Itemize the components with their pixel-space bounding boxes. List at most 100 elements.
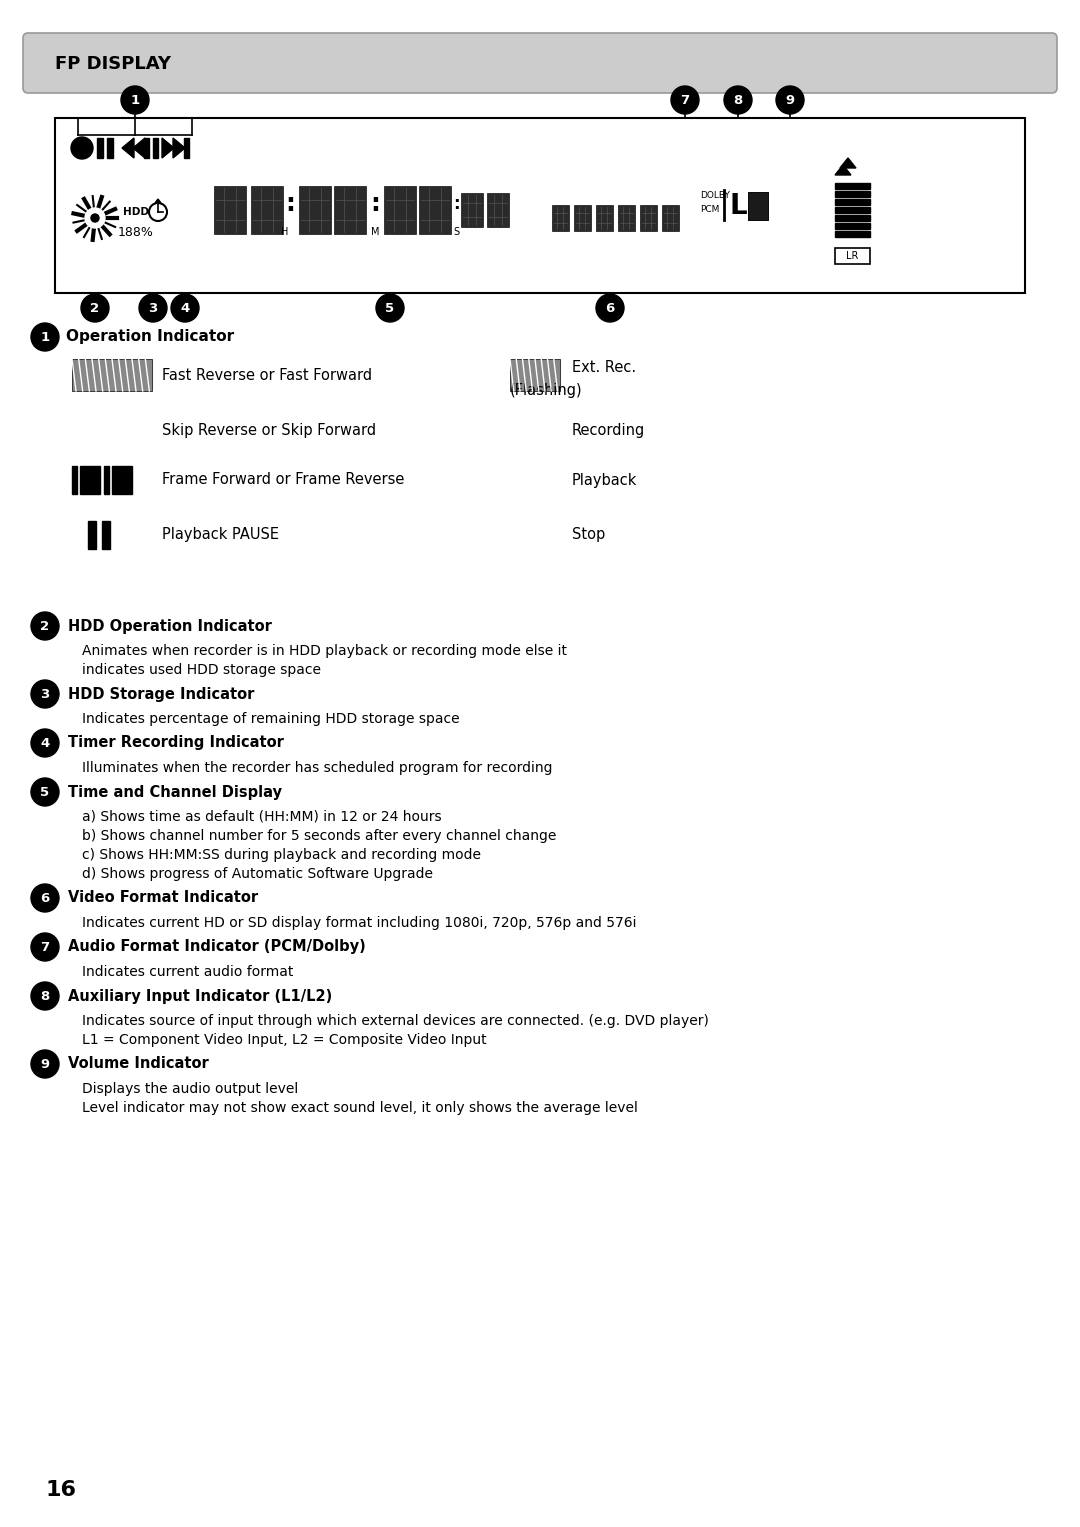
Text: Auxiliary Input Indicator (L1/L2): Auxiliary Input Indicator (L1/L2) [68,988,333,1003]
Text: 2: 2 [91,302,99,315]
Text: :: : [370,192,380,215]
Text: FP DISPLAY: FP DISPLAY [55,55,171,73]
Text: indicates used HDD storage space: indicates used HDD storage space [82,663,321,676]
Text: 5: 5 [40,786,50,799]
Text: L: L [730,192,747,220]
Bar [748,192,768,220]
Text: Playback PAUSE: Playback PAUSE [162,527,279,542]
Circle shape [139,295,167,322]
Bar [419,186,451,234]
Text: H: H [281,228,288,237]
Text: d) Shows progress of Automatic Software Upgrade: d) Shows progress of Automatic Software … [82,867,433,881]
Polygon shape [835,165,851,176]
Text: 8: 8 [40,989,50,1003]
Bar [72,359,152,391]
Text: LR: LR [846,250,859,261]
Bar [835,191,870,197]
Bar [835,199,870,205]
Text: Level indicator may not show exact sound level, it only shows the average level: Level indicator may not show exact sound… [82,1101,638,1115]
Polygon shape [122,137,134,157]
Text: L1 = Component Video Input, L2 = Composite Video Input: L1 = Component Video Input, L2 = Composi… [82,1032,487,1048]
Text: Operation Indicator: Operation Indicator [66,330,234,345]
Text: Fast Reverse or Fast Forward: Fast Reverse or Fast Forward [162,368,373,382]
Bar [573,205,591,231]
Text: 2: 2 [40,620,50,634]
Circle shape [85,208,105,228]
Text: 9: 9 [40,1058,50,1070]
Bar [835,208,870,212]
Text: Frame Forward or Frame Reverse: Frame Forward or Frame Reverse [162,472,404,487]
Text: Indicates source of input through which external devices are connected. (e.g. DV: Indicates source of input through which … [82,1014,708,1028]
Bar [72,466,77,495]
Bar [595,205,612,231]
Text: Timer Recording Indicator: Timer Recording Indicator [68,736,284,750]
Text: 5: 5 [386,302,394,315]
Text: :: : [453,195,459,212]
Circle shape [777,86,804,115]
Circle shape [31,777,59,806]
Bar [251,186,283,234]
Polygon shape [840,157,856,168]
Bar [487,192,509,228]
Text: Indicates current HD or SD display format including 1080i, 720p, 576p and 576i: Indicates current HD or SD display forma… [82,916,636,930]
Circle shape [31,933,59,960]
Polygon shape [162,137,174,157]
Bar [112,466,132,495]
Text: a) Shows time as default (HH:MM) in 12 or 24 hours: a) Shows time as default (HH:MM) in 12 o… [82,809,442,825]
Circle shape [31,612,59,640]
Bar [153,137,158,157]
Bar [835,215,870,221]
Bar [87,521,96,550]
Bar [97,137,103,157]
Bar [661,205,678,231]
Bar [461,192,483,228]
Text: 8: 8 [733,95,743,107]
Circle shape [596,295,624,322]
Circle shape [31,982,59,1009]
Text: M: M [370,228,379,237]
Text: b) Shows channel number for 5 seconds after every channel change: b) Shows channel number for 5 seconds af… [82,829,556,843]
Bar [214,186,246,234]
Text: 6: 6 [40,892,50,906]
Circle shape [121,86,149,115]
Bar [835,223,870,229]
Bar [102,521,110,550]
Text: 188%: 188% [118,226,153,238]
Circle shape [31,884,59,912]
Text: 7: 7 [680,95,689,107]
Text: Illuminates when the recorder has scheduled program for recording: Illuminates when the recorder has schedu… [82,760,553,776]
Circle shape [81,295,109,322]
Polygon shape [156,199,161,203]
Text: Indicates current audio format: Indicates current audio format [82,965,294,979]
Text: HDD: HDD [123,208,149,217]
Circle shape [171,295,199,322]
Bar [107,137,113,157]
Text: Recording: Recording [572,423,645,438]
Bar [144,137,149,157]
Bar [639,205,657,231]
Text: :: : [285,192,295,215]
Text: c) Shows HH:MM:SS during playback and recording mode: c) Shows HH:MM:SS during playback and re… [82,847,481,863]
Text: 1: 1 [131,95,139,107]
Text: 3: 3 [148,302,158,315]
Text: Displays the audio output level: Displays the audio output level [82,1083,298,1096]
Text: 4: 4 [180,302,190,315]
Bar [299,186,330,234]
Bar [334,186,366,234]
Text: Stop: Stop [572,527,605,542]
Text: Playback: Playback [572,472,637,487]
Circle shape [724,86,752,115]
Text: Audio Format Indicator (PCM/Dolby): Audio Format Indicator (PCM/Dolby) [68,939,366,954]
Text: Time and Channel Display: Time and Channel Display [68,785,282,800]
Text: HDD Storage Indicator: HDD Storage Indicator [68,687,255,701]
Circle shape [31,728,59,757]
Text: HDD Operation Indicator: HDD Operation Indicator [68,618,272,634]
Text: DOLBY: DOLBY [700,191,730,200]
Bar [618,205,635,231]
Text: 4: 4 [40,738,50,750]
FancyBboxPatch shape [23,34,1057,93]
Bar [510,359,561,391]
Bar [552,205,568,231]
Circle shape [31,680,59,709]
Bar [748,192,768,220]
